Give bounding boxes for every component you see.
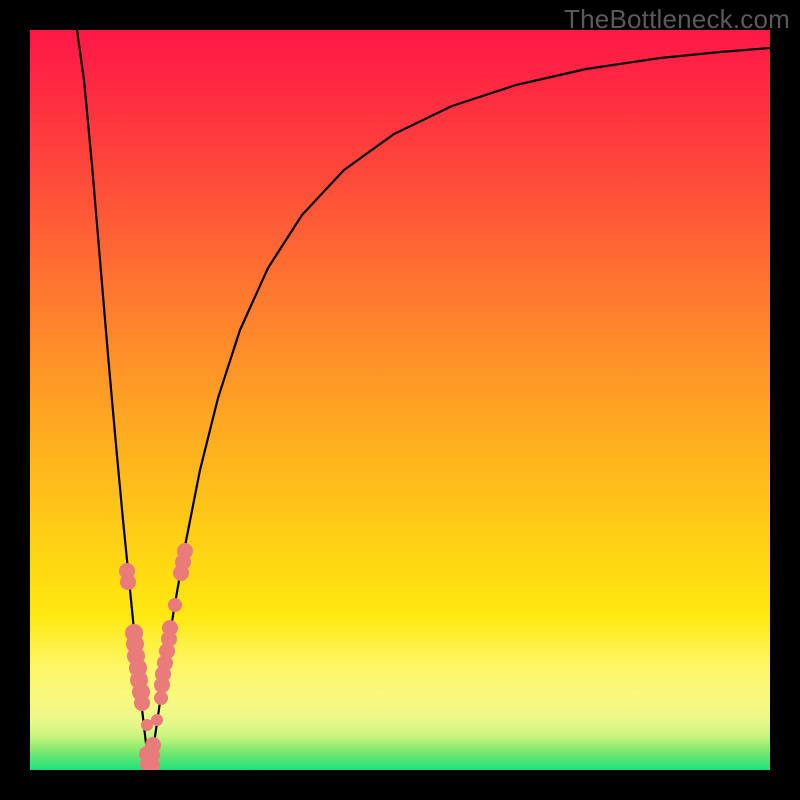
data-marker (154, 691, 168, 705)
chart-root: TheBottleneck.com (0, 0, 800, 800)
data-marker (177, 543, 193, 559)
data-marker (120, 574, 136, 590)
watermark-text: TheBottleneck.com (564, 4, 790, 35)
chart-svg (0, 0, 800, 800)
data-marker (162, 620, 178, 636)
data-marker (134, 695, 150, 711)
data-marker (151, 714, 163, 726)
data-marker (145, 737, 161, 753)
data-marker (168, 598, 182, 612)
